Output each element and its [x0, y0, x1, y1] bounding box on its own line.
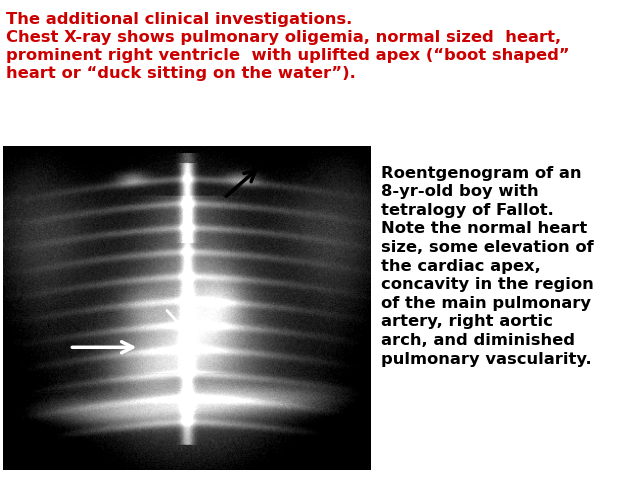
Text: The additional clinical investigations.
Chest X-ray shows pulmonary oligemia, no: The additional clinical investigations. … — [6, 12, 570, 81]
Text: Roentgenogram of an
8-yr-old boy with
tetralogy of Fallot.
Note the normal heart: Roentgenogram of an 8-yr-old boy with te… — [381, 166, 593, 367]
